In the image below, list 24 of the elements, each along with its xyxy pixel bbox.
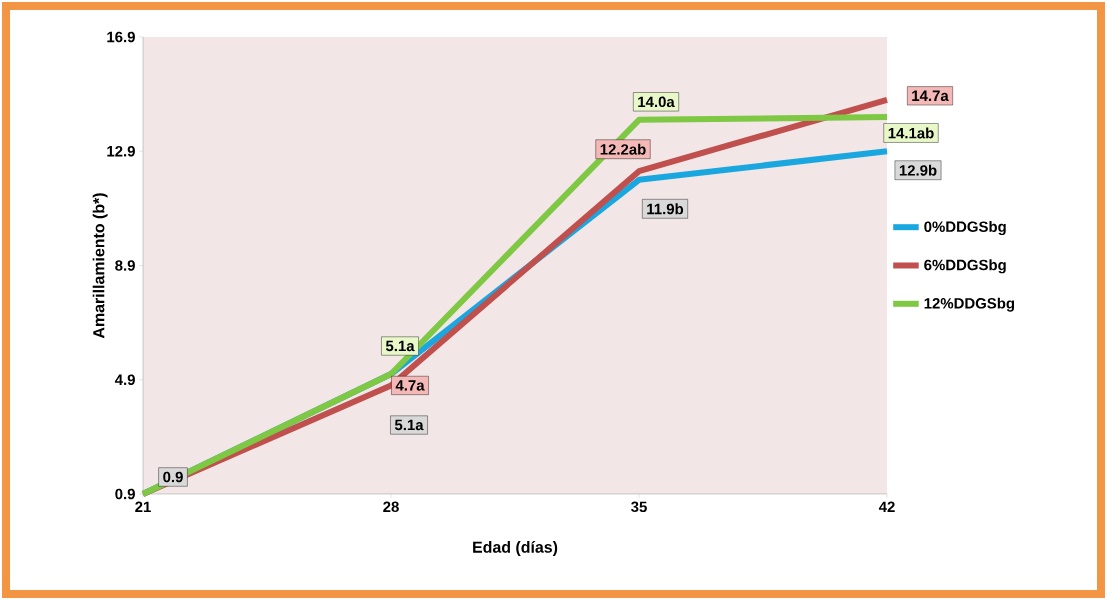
x-tick-label: 21 bbox=[135, 501, 151, 512]
data-label: 4.7a bbox=[395, 380, 425, 391]
y-tick-label: 4.9 bbox=[114, 374, 135, 386]
data-label: 12.9b bbox=[899, 164, 937, 176]
x-axis-title: Edad (días) bbox=[473, 540, 558, 556]
data-label: 11.9b bbox=[647, 203, 684, 215]
legend-label: 0%DDGSbg bbox=[924, 221, 1006, 236]
data-label: 12.2ab bbox=[600, 143, 646, 155]
y-axis-title: Amarillamiento (b*) bbox=[92, 193, 108, 339]
y-tick-label: 0.9 bbox=[115, 488, 135, 500]
data-label: 14.7a bbox=[912, 90, 949, 102]
data-label: 14.0a bbox=[638, 96, 675, 108]
y-tick-label: 16.9 bbox=[107, 31, 135, 43]
data-label: 14.1ab bbox=[888, 127, 934, 139]
data-label: 5.1a bbox=[394, 419, 424, 431]
legend-label: 12%DDGSbg bbox=[924, 297, 1015, 312]
y-tick-label: 8.9 bbox=[115, 260, 135, 271]
y-tick-label: 12.9 bbox=[107, 145, 135, 157]
x-tick-label: 35 bbox=[631, 501, 647, 513]
x-tick-label: 42 bbox=[878, 501, 895, 512]
x-tick-label: 28 bbox=[383, 501, 399, 513]
legend-label: 6%DDGSbg bbox=[924, 259, 1006, 274]
data-label: 5.1a bbox=[385, 340, 415, 352]
data-label: 0.9 bbox=[163, 471, 183, 483]
